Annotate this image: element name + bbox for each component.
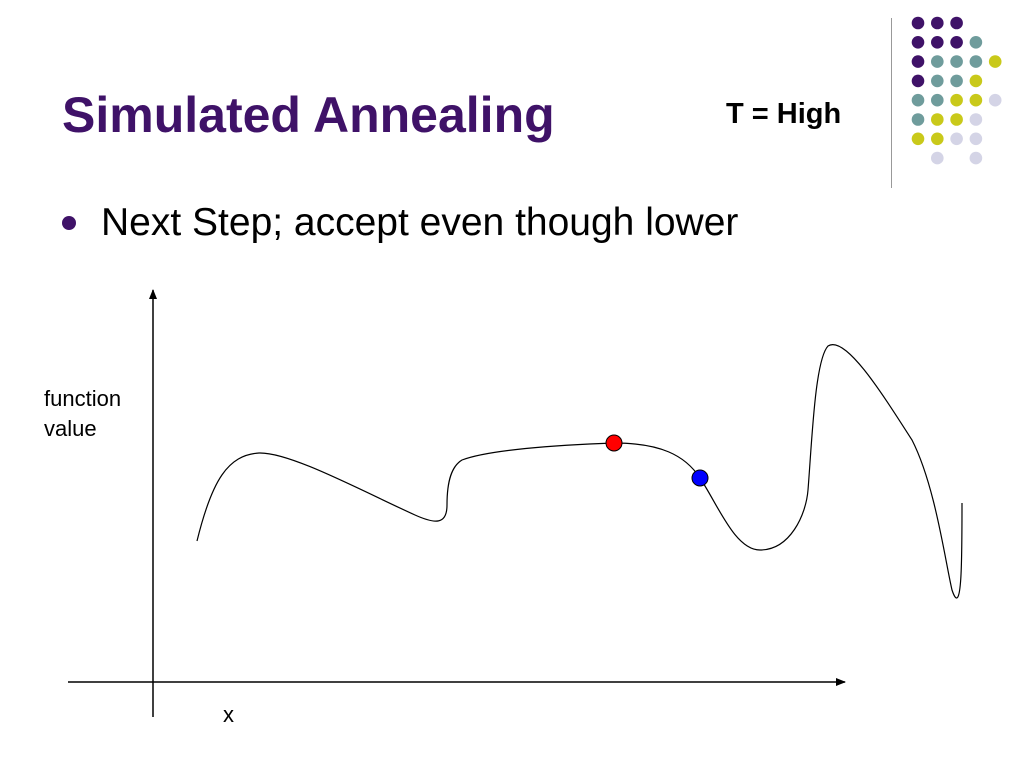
decorative-dot <box>931 151 944 165</box>
decorative-dot <box>950 74 963 88</box>
y-axis-label: function value <box>44 384 121 444</box>
bullet-text: Next Step; accept even though lower <box>101 201 739 244</box>
decorative-dot <box>931 55 944 68</box>
decorative-dot <box>911 36 925 49</box>
decorative-dot-grid <box>911 16 1002 165</box>
decorative-dot <box>911 132 925 146</box>
decorative-dot <box>969 113 983 126</box>
decorative-dot <box>969 74 983 88</box>
bullet-item: Next Step; accept even though lower <box>62 201 739 245</box>
decorative-dot <box>969 55 983 68</box>
decorative-dot <box>950 113 963 126</box>
y-axis-label-line2: value <box>44 416 97 441</box>
x-axis-label: x <box>223 702 234 727</box>
decorative-dot <box>988 55 1002 68</box>
decorative-dot <box>969 93 983 107</box>
bullet-dot-icon <box>62 216 76 231</box>
function-curve <box>196 344 963 599</box>
decorative-dot <box>911 74 925 88</box>
decorative-dot <box>931 16 944 30</box>
decorative-dot <box>950 132 963 146</box>
decorative-dot <box>911 16 925 30</box>
decorative-dot <box>911 113 925 126</box>
decorative-dot <box>911 93 925 107</box>
decorative-dot <box>931 113 944 126</box>
header-divider-line <box>891 18 892 188</box>
decorative-dot <box>931 132 944 146</box>
decorative-dot <box>911 55 925 68</box>
next-step-marker <box>691 469 709 487</box>
decorative-dot <box>969 36 983 49</box>
decorative-dot <box>931 36 944 49</box>
temperature-label: T = High <box>726 98 842 130</box>
decorative-dot <box>931 74 944 88</box>
decorative-dot <box>950 36 963 49</box>
current-point-marker <box>605 434 623 452</box>
slide-title: Simulated Annealing <box>62 87 555 143</box>
decorative-dot <box>950 93 963 107</box>
decorative-dot <box>969 132 983 146</box>
decorative-dot <box>969 151 983 165</box>
decorative-dot <box>931 93 944 107</box>
decorative-dot <box>950 55 963 68</box>
y-axis-label-line1: function <box>44 386 122 411</box>
decorative-dot <box>988 93 1002 107</box>
decorative-dot <box>950 16 963 30</box>
